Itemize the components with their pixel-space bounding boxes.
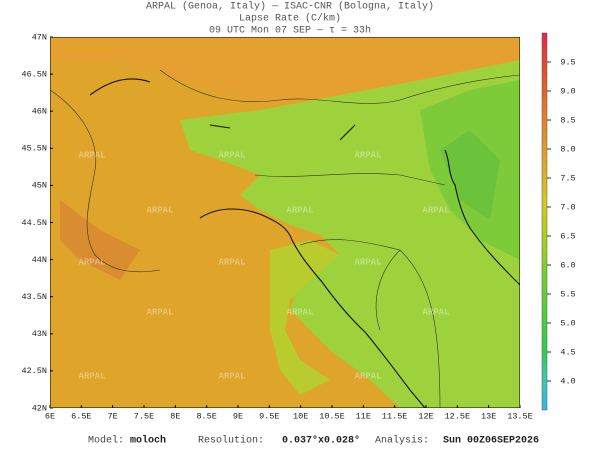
colorbar-tick-label: 4.0 <box>560 376 575 386</box>
map-field <box>50 37 520 408</box>
x-tick-label: 8.5E <box>196 411 216 421</box>
watermark: ARPAL <box>354 257 381 267</box>
x-tick-label: 10E <box>293 411 308 421</box>
x-tick-label: 10.5E <box>319 411 345 421</box>
colorbar-tick-label: 9.5 <box>560 57 575 67</box>
footer-label: Analysis: <box>375 435 429 447</box>
colorbar-tick-label: 4.5 <box>560 347 575 357</box>
x-tick-label: 11E <box>356 411 371 421</box>
x-tick-label: 11.5E <box>382 411 408 421</box>
y-tick-label: 45.5N <box>21 144 47 154</box>
colorbar-tick-label: 7.0 <box>560 202 575 212</box>
y-tick-label: 44N <box>32 255 47 265</box>
watermark: ARPAL <box>422 205 449 215</box>
footer-value: Sun 00Z06SEP2026 <box>443 436 539 447</box>
watermark: ARPAL <box>354 150 381 160</box>
y-tick-label: 43.5N <box>21 292 47 302</box>
y-tick-label: 46N <box>32 106 47 116</box>
y-tick-label: 44.5N <box>21 218 47 228</box>
watermark: ARPAL <box>146 205 173 215</box>
lake-outline <box>89 78 356 141</box>
colorbar-tick-label: 8.0 <box>560 144 575 154</box>
colorbar-tick-label: 5.0 <box>560 318 575 328</box>
footer-value: moloch <box>130 435 166 447</box>
x-tick-label: 6E <box>45 411 55 421</box>
field-warm <box>60 200 140 280</box>
y-tick-label: 42N <box>32 403 47 413</box>
watermark: ARPAL <box>78 257 105 267</box>
x-tick-label: 7.5E <box>134 411 154 421</box>
x-tick-label: 12E <box>418 411 433 421</box>
x-tick-label: 8E <box>170 411 180 421</box>
header-line: ARPAL (Genoa, Italy) — ISAC-CNR (Bologna… <box>146 1 434 13</box>
y-tick-label: 46.5N <box>21 69 47 79</box>
header-line: Lapse Rate (C/km) <box>239 13 341 25</box>
watermark: ARPAL <box>286 205 313 215</box>
coastline <box>199 208 426 408</box>
y-tick-label: 43N <box>32 329 47 339</box>
colorbar-tick-label: 7.5 <box>560 173 575 183</box>
watermark: ARPAL <box>218 150 245 160</box>
x-tick-label: 9.5E <box>259 411 279 421</box>
x-tick-label: 13.5E <box>507 411 533 421</box>
y-tick-label: 45N <box>32 181 47 191</box>
field-transition <box>270 240 340 395</box>
colorbar-tick-label: 5.5 <box>560 289 575 299</box>
x-tick-label: 7E <box>108 411 118 421</box>
watermark: ARPAL <box>146 307 173 317</box>
watermark: ARPAL <box>218 257 245 267</box>
footer-label: Resolution: <box>198 435 264 447</box>
y-tick-label: 42.5N <box>21 366 47 376</box>
footer-label: Model: <box>88 435 124 447</box>
footer-value: 0.037°x0.028° <box>282 435 360 447</box>
colorbar-tick-label: 6.5 <box>560 231 575 241</box>
y-tick-label: 47N <box>32 32 47 42</box>
region-border <box>50 69 520 408</box>
watermark: ARPAL <box>78 371 105 381</box>
watermark: ARPAL <box>78 150 105 160</box>
colorbar-tick-label: 6.0 <box>560 260 575 270</box>
x-tick-label: 13E <box>481 411 496 421</box>
x-tick-label: 6.5E <box>71 411 91 421</box>
watermark: ARPAL <box>422 307 449 317</box>
field-adriatic-core <box>440 130 500 220</box>
colorbar-tick-label: 9.0 <box>560 86 575 96</box>
watermark: ARPAL <box>354 371 381 381</box>
x-tick-label: 12.5E <box>445 411 471 421</box>
watermark: ARPAL <box>218 371 245 381</box>
colorbar <box>541 32 548 411</box>
watermark: ARPAL <box>286 307 313 317</box>
header-line: 09 UTC Mon 07 SEP — τ = 33h <box>209 25 371 37</box>
coastline <box>444 149 520 286</box>
colorbar-tick-label: 8.5 <box>560 115 575 125</box>
x-tick-label: 9E <box>233 411 243 421</box>
